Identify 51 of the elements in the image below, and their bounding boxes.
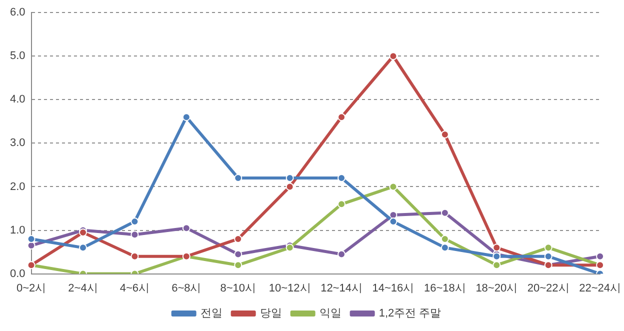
point — [78, 244, 87, 252]
y-tick-label: 2.0 — [10, 180, 26, 193]
y-tick-label: 5.0 — [10, 50, 26, 62]
point — [440, 244, 449, 252]
point — [338, 113, 346, 122]
x-tick-label: 12~14시 — [320, 282, 362, 294]
x-tick-label: 0~2시 — [16, 282, 46, 294]
y-tick-label: 1.0 — [10, 224, 26, 236]
point — [27, 242, 36, 250]
point — [544, 252, 552, 260]
point — [338, 174, 346, 182]
x-tick-label: 22~24시 — [579, 282, 622, 294]
x-tick-label: 16~18시 — [424, 282, 466, 294]
point — [492, 244, 501, 252]
point — [596, 252, 604, 260]
x-tick-label: 2~4시 — [68, 282, 98, 294]
x-tick-label: 8~10시 — [220, 282, 256, 294]
point — [234, 250, 242, 258]
point — [286, 174, 294, 182]
x-tick-label: 4~6시 — [120, 282, 150, 294]
point — [389, 182, 398, 191]
x-tick-label: 18~20시 — [476, 282, 518, 294]
point — [544, 244, 552, 252]
y-tick-label: 3.0 — [10, 137, 26, 150]
point — [234, 234, 242, 243]
legend-label: 1,2주전 주말 — [378, 308, 442, 320]
point — [182, 113, 190, 122]
point — [440, 130, 449, 138]
point — [389, 52, 398, 60]
x-tick-label: 14~16시 — [372, 282, 414, 294]
point — [492, 261, 501, 270]
point — [130, 230, 139, 239]
y-tick-label: 0.0 — [10, 268, 26, 280]
legend-label: 당일 — [260, 308, 282, 320]
x-tick-label: 6~8시 — [172, 282, 202, 294]
x-tick-label: 10~12시 — [268, 282, 311, 294]
point — [286, 182, 294, 191]
legend-label: 전일 — [200, 308, 222, 320]
point — [440, 234, 449, 243]
point — [182, 224, 190, 232]
point — [440, 208, 449, 217]
point — [27, 234, 36, 243]
point — [234, 261, 242, 270]
point — [130, 252, 139, 260]
point — [338, 250, 346, 258]
y-tick-label: 6.0 — [10, 6, 26, 19]
legend-label: 익일 — [319, 308, 342, 320]
y-tick-label: 4.0 — [10, 94, 26, 106]
point — [338, 200, 346, 208]
point — [286, 244, 294, 252]
x-tick-label: 20~22시 — [527, 282, 570, 294]
